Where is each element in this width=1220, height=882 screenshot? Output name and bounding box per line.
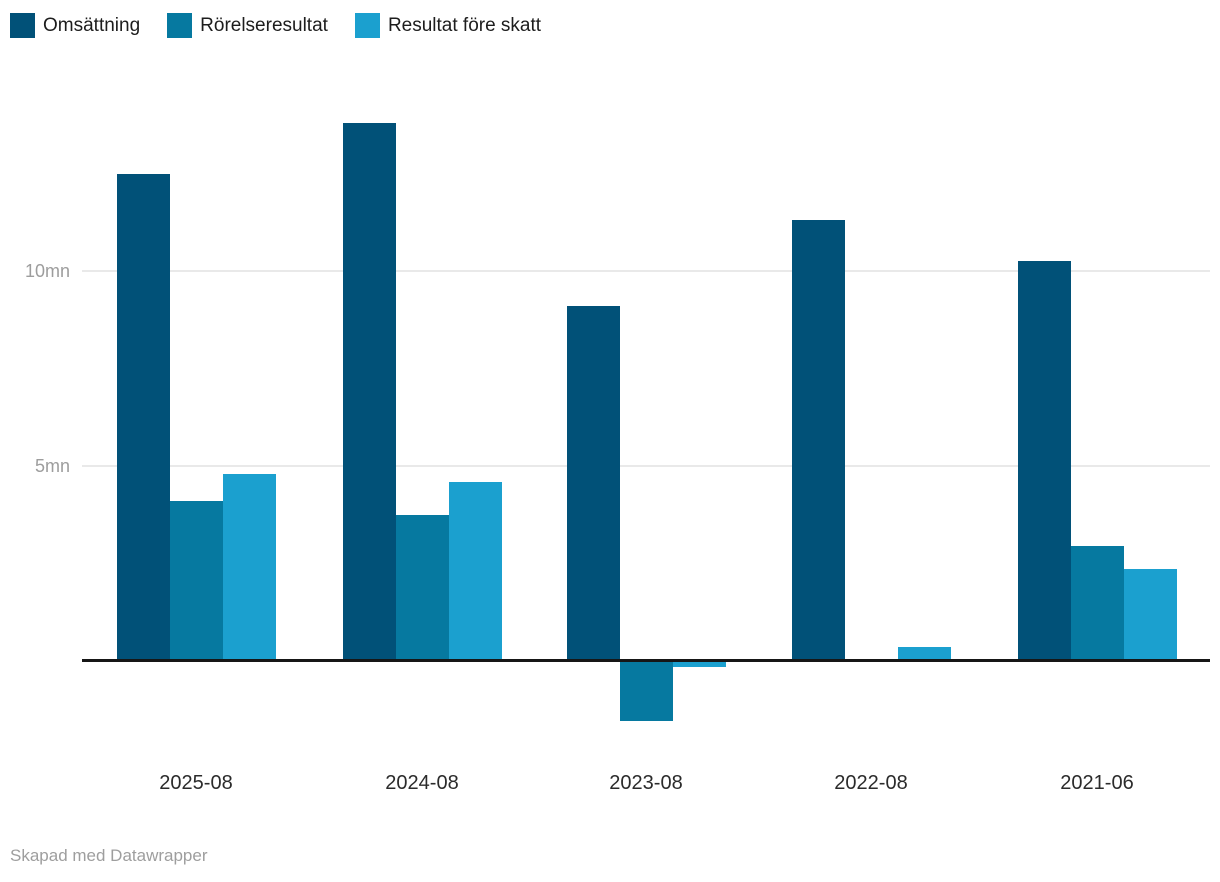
bar-resultat-fore-skatt-2024-08 [449,482,502,661]
legend-label: Omsättning [43,15,141,36]
legend-item-rorelseresultat: Rörelseresultat [167,13,328,38]
bar-resultat-fore-skatt-2021-06 [1124,569,1177,661]
bar-resultat-fore-skatt-2025-08 [223,474,276,661]
legend: Omsättning Rörelseresultat Resultat före s… [10,13,541,38]
gridline-10mn [82,270,1210,272]
legend-swatch-icon [10,13,35,38]
bar-omsattning-2024-08 [343,123,396,661]
x-axis-label: 2025-08 [159,772,233,794]
bar-rorelseresultat-2023-08 [620,661,673,721]
bar-omsattning-2021-06 [1018,261,1071,661]
x-axis-label: 2021-06 [1060,772,1134,794]
legend-label: Rörelseresultat [200,15,328,36]
bar-omsattning-2022-08 [792,220,845,661]
legend-swatch-icon [354,13,380,38]
x-axis-label: 2022-08 [834,772,908,794]
x-axis-label: 2023-08 [609,772,683,794]
bar-resultat-fore-skatt-2022-08 [898,647,951,661]
legend-item-resultat-fore-skatt: Resultat före skatt [354,13,542,38]
y-tick-label: 5mn [34,456,70,476]
gridline-5mn [82,465,1210,467]
bar-rorelseresultat-2025-08 [170,501,223,661]
x-axis-line [82,659,1210,662]
attribution-link[interactable]: Skapad med Datawrapper [10,846,208,865]
bar-resultat-fore-skatt-2023-08 [673,661,726,667]
bar-omsattning-2023-08 [567,306,620,661]
bar-rorelseresultat-2021-06 [1071,546,1124,661]
x-axis-label: 2024-08 [385,772,459,794]
legend-swatch-icon [167,13,193,38]
legend-item-omsattning: Omsättning [10,13,140,38]
legend-label: Resultat före skatt [387,15,542,36]
y-tick-label: 10mn [24,261,70,281]
bar-rorelseresultat-2024-08 [396,515,449,661]
bar-omsattning-2025-08 [117,174,170,662]
